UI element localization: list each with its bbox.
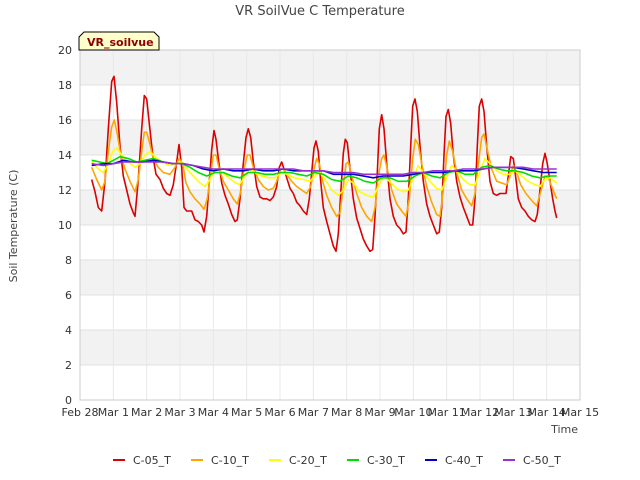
y-axis-label: Soil Temperature (C) — [7, 170, 20, 283]
x-tick-label: Mar 6 — [264, 406, 295, 419]
plot-band — [80, 50, 580, 85]
y-tick-label: 14 — [58, 149, 72, 162]
y-tick-label: 18 — [58, 79, 72, 92]
x-tick-label: Mar 7 — [298, 406, 329, 419]
x-tick-label: Mar 15 — [561, 406, 599, 419]
x-tick-label: Mar 4 — [198, 406, 229, 419]
legend-label: C-20_T — [289, 454, 327, 467]
x-tick-label: Mar 5 — [231, 406, 262, 419]
legend-label: C-50_T — [523, 454, 561, 467]
x-tick-label: Mar 1 — [98, 406, 129, 419]
y-tick-label: 2 — [65, 359, 72, 372]
x-tick-label: Mar 14 — [528, 406, 566, 419]
legend-item: C-30_T — [347, 454, 405, 467]
plot-frame — [79, 49, 581, 401]
legend-label: C-10_T — [211, 454, 249, 467]
legend-item: C-05_T — [113, 454, 171, 467]
x-tick-label: Mar 8 — [331, 406, 362, 419]
x-tick-label: Mar 10 — [394, 406, 432, 419]
station-label-box: VR_soilvue — [78, 31, 160, 51]
x-tick-label: Mar 3 — [164, 406, 195, 419]
series-group — [90, 75, 558, 253]
station-label: VR_soilvue — [87, 36, 154, 49]
y-tick-labels: 0 2 4 6 8 10 12 14 16 18 20 — [58, 44, 72, 407]
y-tick-label: 16 — [58, 114, 72, 127]
y-tick-label: 0 — [65, 394, 72, 407]
y-tick-label: 8 — [65, 254, 72, 267]
plot-band — [80, 330, 580, 365]
x-tick-label: Mar 2 — [131, 406, 162, 419]
legend-item: C-40_T — [425, 454, 483, 467]
x-tick-label: Mar 11 — [428, 406, 466, 419]
y-tick-label: 4 — [65, 324, 72, 337]
plot-band — [80, 120, 580, 155]
x-tick-labels: Feb 28 Mar 1 Mar 2 Mar 3 Mar 4 Mar 5 Mar 6 Mar … — [62, 406, 600, 419]
y-tick-label: 6 — [65, 289, 72, 302]
chart-title: VR SoilVue C Temperature — [235, 4, 404, 19]
x-tick-label: Mar 9 — [364, 406, 395, 419]
station-label-shape — [78, 31, 160, 51]
legend-label: C-40_T — [445, 454, 483, 467]
x-axis-label: Time — [550, 423, 578, 436]
legend-item: C-50_T — [503, 454, 561, 467]
x-tick-label: Mar 12 — [461, 406, 499, 419]
legend-item: C-10_T — [191, 454, 249, 467]
x-tick-label: Mar 13 — [494, 406, 532, 419]
plot-band — [80, 260, 580, 295]
x-tick-label: Feb 28 — [62, 406, 99, 419]
legend-label: C-05_T — [133, 454, 171, 467]
series-line-c-50-t — [91, 161, 557, 176]
y-tick-label: 12 — [58, 184, 72, 197]
y-tick-label: 20 — [58, 44, 72, 57]
y-tick-label: 10 — [58, 219, 72, 232]
legend-item: C-20_T — [269, 454, 327, 467]
legend: C-05_T C-10_T C-20_T C-30_T C-40_T C-50_T — [113, 454, 561, 467]
series-line-c-20-t — [91, 147, 558, 198]
plot-band — [80, 190, 580, 225]
legend-label: C-30_T — [367, 454, 405, 467]
